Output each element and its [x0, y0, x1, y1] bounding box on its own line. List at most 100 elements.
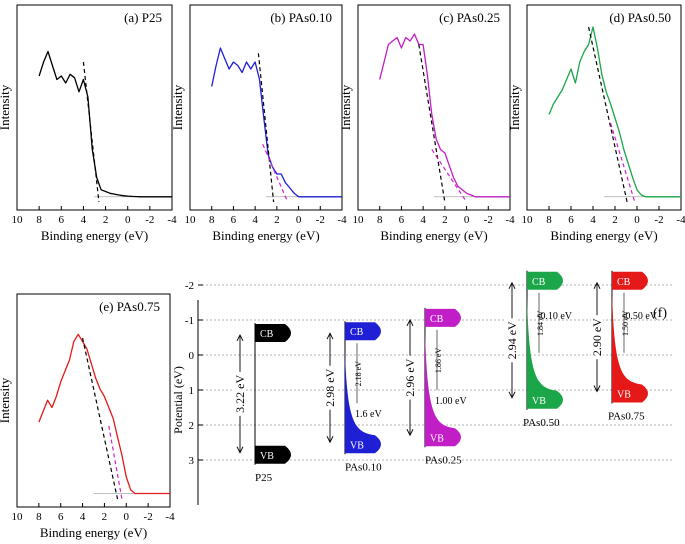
x-tick-label: 2 — [103, 214, 109, 226]
vb-band-tail — [527, 294, 563, 409]
band-gap-label: 2.96 eV — [403, 358, 417, 396]
x-tick-label: 0 — [124, 511, 130, 523]
x-axis-label: Binding energy (eV) — [40, 525, 147, 540]
sample-name: PAs0.75 — [608, 411, 645, 423]
gap-arrowhead — [236, 333, 244, 342]
gap-arrowhead — [593, 385, 601, 393]
x-tick-label: 2 — [612, 214, 618, 226]
x-tick-label: 8 — [36, 511, 42, 523]
spectrum-line — [379, 33, 510, 198]
x-tick-label: 6 — [231, 214, 237, 226]
vb-label: VB — [260, 451, 274, 462]
y-axis-label: Intensity — [338, 84, 353, 130]
x-axis-label: Binding energy (eV) — [380, 228, 487, 243]
sample-name: PAs0.50 — [523, 417, 560, 429]
vb-band-tail — [425, 327, 461, 447]
edge-fit-line — [82, 61, 100, 203]
plot-frame — [16, 293, 171, 508]
annotation-level: -0.50 eV — [622, 311, 658, 322]
spectrum-line — [38, 50, 172, 198]
cb-band — [527, 271, 563, 290]
gap-arrowhead — [508, 281, 516, 290]
cb-label: CB — [260, 329, 274, 340]
potential-tick-label: -1 — [185, 315, 194, 327]
x-tick-label: 4 — [81, 214, 87, 226]
tail-fit-line — [262, 144, 289, 203]
x-tick-label: -2 — [484, 214, 493, 226]
panel-title: (b) PAs0.10 — [270, 10, 332, 25]
vb-band-tail — [345, 349, 381, 454]
x-tick-label: 4 — [252, 214, 258, 226]
x-tick-label: 10 — [522, 214, 534, 226]
panel-PAs0.75: 10 8 6 4 2 0 -2 -4 Binding energy (eV) Intensity (… — [0, 293, 175, 540]
x-tick-label: 4 — [590, 214, 596, 226]
vb-band-tail — [612, 288, 648, 403]
vb-band — [255, 445, 291, 464]
panel-title: (e) PAs0.75 — [99, 299, 160, 314]
annotation-vertical: 2.18 eV — [354, 361, 363, 387]
x-tick-label: -2 — [316, 214, 325, 226]
plot-frame — [526, 4, 682, 211]
band-gap-label: 2.94 eV — [505, 321, 519, 359]
y-axis-label: Intensity — [0, 84, 12, 130]
plot-frame — [357, 4, 511, 211]
x-tick-label: -2 — [144, 511, 153, 523]
x-tick-label: 2 — [274, 214, 280, 226]
sample-name: PAs0.10 — [345, 461, 382, 473]
annotation-vertical: 1.84 eV — [536, 310, 545, 336]
panel-f-label: (f) — [653, 306, 667, 321]
edge-fit-line — [257, 53, 275, 203]
gap-arrowhead — [326, 436, 334, 444]
band-gap-label: 2.90 eV — [590, 318, 604, 356]
cb-band — [255, 323, 291, 342]
x-tick-label: 0 — [464, 214, 470, 226]
x-tick-label: -4 — [337, 214, 347, 226]
tail-fit-line — [431, 149, 468, 203]
gap-label-bg — [591, 315, 603, 360]
panel-PAs0.25: 10 8 6 4 2 0 -2 -4 Binding energy (eV) Intensity (… — [338, 4, 515, 243]
x-tick-label: 4 — [80, 511, 86, 523]
band-PAs0.50: CB VB 2.94 eV 1.84 eV-0.10 eV PAs0.50 — [505, 270, 573, 429]
gap-label-bg — [324, 365, 336, 410]
panel-PAs0.50: 10 8 6 4 2 0 -2 -4 Binding energy (eV) Intensity (… — [507, 4, 685, 243]
band-PAs0.10: CB VB 2.98 eV 2.18 eV 1.6 eV PAs0.10 — [323, 321, 382, 473]
x-tick-label: 8 — [377, 214, 383, 226]
x-tick-label: 0 — [296, 214, 302, 226]
gap-arrowhead — [593, 281, 601, 290]
annotation-level: 1.6 eV — [355, 409, 382, 420]
x-tick-label: 2 — [102, 511, 108, 523]
vb-label: VB — [617, 390, 631, 401]
edge-fit-line — [418, 44, 446, 203]
y-axis-label: Intensity — [170, 84, 185, 130]
plot-frame — [16, 4, 173, 211]
cb-label: CB — [430, 314, 444, 325]
band-PAs0.25: CB VB 2.96 eV 1.86 eV 1.00 eV PAs0.25 — [403, 307, 467, 466]
x-tick-label: -2 — [654, 214, 663, 226]
x-tick-label: 6 — [568, 214, 574, 226]
x-tick-label: -4 — [505, 214, 515, 226]
panel-PAs0.10: 10 8 6 4 2 0 -2 -4 Binding energy (eV) Intensity (… — [170, 4, 347, 243]
band-gap-label: 2.98 eV — [323, 368, 337, 406]
x-tick-label: -4 — [165, 511, 175, 523]
annotation-level: -0.10 eV — [537, 311, 573, 322]
x-axis-label: Binding energy (eV) — [212, 228, 319, 243]
annotation-level: 1.00 eV — [435, 396, 467, 407]
gap-label-bg — [506, 318, 518, 363]
vb-label: VB — [430, 433, 444, 444]
panel-title: (c) PAs0.25 — [439, 10, 500, 25]
spectrum-line — [38, 333, 170, 495]
x-tick-label: 10 — [12, 214, 24, 226]
panel-title: (a) P25 — [124, 10, 162, 25]
x-tick-label: 6 — [58, 511, 64, 523]
potential-tick-label: 3 — [189, 455, 195, 467]
gap-arrowhead — [406, 318, 414, 327]
cb-label: CB — [532, 277, 546, 288]
edge-fit-line — [81, 337, 119, 500]
x-tick-label: 4 — [420, 214, 426, 226]
x-tick-label: 0 — [125, 214, 131, 226]
gap-label-bg — [404, 355, 416, 400]
x-tick-label: 8 — [36, 214, 42, 226]
x-tick-label: -2 — [145, 214, 154, 226]
potential-axis-label: Potential (eV) — [171, 366, 185, 434]
